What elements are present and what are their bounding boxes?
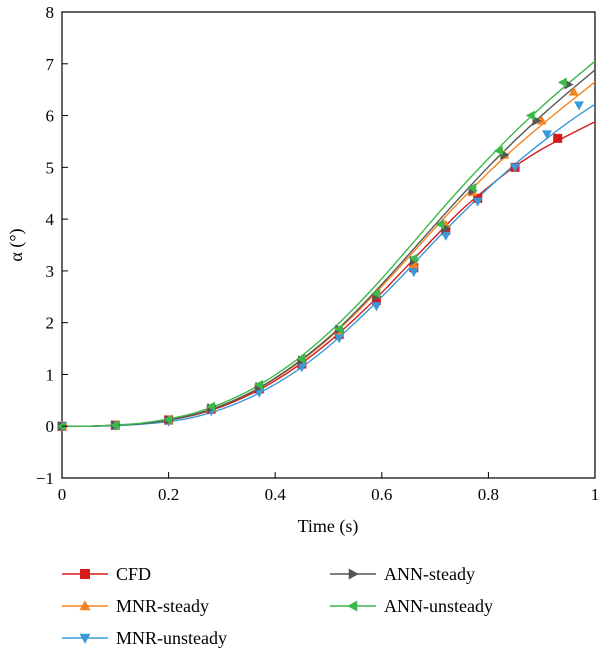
data-point-mnr-unsteady xyxy=(371,302,382,312)
data-point-ann-unsteady xyxy=(371,288,381,299)
data-point-ann-unsteady xyxy=(408,253,418,264)
data-point-ann-unsteady xyxy=(435,219,445,230)
y-tick-label: 8 xyxy=(46,3,55,22)
data-point-mnr-unsteady xyxy=(472,197,483,207)
data-point-mnr-unsteady xyxy=(574,101,584,111)
data-point-ann-unsteady xyxy=(56,421,66,432)
data-point-ann-unsteady xyxy=(110,420,120,431)
data-point-ann-unsteady xyxy=(525,110,535,121)
data-point-ann-unsteady xyxy=(333,323,343,334)
legend-label: MNR-unsteady xyxy=(116,628,227,648)
legend-item-mnr-unsteady: MNR-unsteady xyxy=(62,628,227,648)
y-axis-title: α (°) xyxy=(6,228,27,261)
data-point-ann-unsteady xyxy=(163,414,173,425)
legend-label: ANN-steady xyxy=(384,564,475,584)
legend-item-mnr-steady: MNR-steady xyxy=(62,596,209,616)
data-point-ann-unsteady xyxy=(493,145,503,156)
x-tick-label: 0.2 xyxy=(158,485,179,504)
y-tick-label: 1 xyxy=(46,365,55,384)
x-axis-ticks: 0 0.2 0.4 0.6 0.8 1 xyxy=(58,472,600,504)
x-axis-title: Time (s) xyxy=(298,516,359,537)
y-tick-label: 6 xyxy=(46,107,55,126)
data-point-ann-unsteady xyxy=(254,379,264,390)
plot-area-frame xyxy=(61,11,596,479)
legend: CFD MNR-steady MNR-unsteady ANN-steady ANN-u… xyxy=(62,564,493,648)
data-point-ann-unsteady xyxy=(467,183,477,193)
x-tick-label: 0.6 xyxy=(371,485,392,504)
data-point-mnr-unsteady xyxy=(510,163,520,173)
y-tick-label: 2 xyxy=(46,314,55,333)
series-line-mnr-steady xyxy=(61,81,596,427)
data-point-mnr-steady xyxy=(568,86,579,96)
legend-label: ANN-unsteady xyxy=(384,596,493,616)
data-point-mnr-unsteady xyxy=(408,268,419,278)
y-tick-label: 0 xyxy=(46,417,55,436)
data-point-ann-unsteady xyxy=(296,353,306,364)
data-point-mnr-unsteady xyxy=(542,130,552,140)
legend-label: MNR-steady xyxy=(116,596,209,616)
legend-marker xyxy=(79,633,91,644)
data-point-mnr-steady xyxy=(536,115,547,125)
data-point-mnr-unsteady xyxy=(440,231,451,241)
data-point-mnr-steady xyxy=(408,258,419,268)
legend-item-cfd: CFD xyxy=(62,564,151,584)
series-line-ann-unsteady xyxy=(61,60,596,427)
x-tick-label: 1 xyxy=(591,485,600,504)
legend-marker xyxy=(348,568,359,580)
series-line-ann-steady xyxy=(61,69,596,427)
data-point-mnr-unsteady xyxy=(296,363,307,373)
data-point-ann-unsteady xyxy=(557,77,567,88)
x-tick-label: 0.4 xyxy=(265,485,287,504)
series-markers xyxy=(56,77,584,432)
y-tick-label: 5 xyxy=(46,158,55,177)
series-line-mnr-unsteady xyxy=(61,103,596,427)
y-axis-ticks: −1 0 1 2 3 4 5 6 7 8 xyxy=(36,3,68,488)
legend-item-ann-steady: ANN-steady xyxy=(330,564,475,584)
legend-item-ann-unsteady: ANN-unsteady xyxy=(330,596,493,616)
y-tick-label: −1 xyxy=(36,469,54,488)
x-tick-label: 0.8 xyxy=(478,485,499,504)
legend-marker xyxy=(347,600,358,612)
legend-label: CFD xyxy=(116,564,151,584)
y-tick-label: 7 xyxy=(46,55,55,74)
data-point-cfd xyxy=(553,133,563,143)
x-tick-label: 0 xyxy=(58,485,67,504)
data-point-ann-unsteady xyxy=(206,401,216,412)
legend-marker xyxy=(80,569,90,579)
legend-marker xyxy=(79,600,91,611)
y-tick-label: 3 xyxy=(46,262,55,281)
series-lines xyxy=(61,60,596,427)
y-tick-label: 4 xyxy=(46,210,55,229)
data-point-mnr-unsteady xyxy=(334,334,345,344)
